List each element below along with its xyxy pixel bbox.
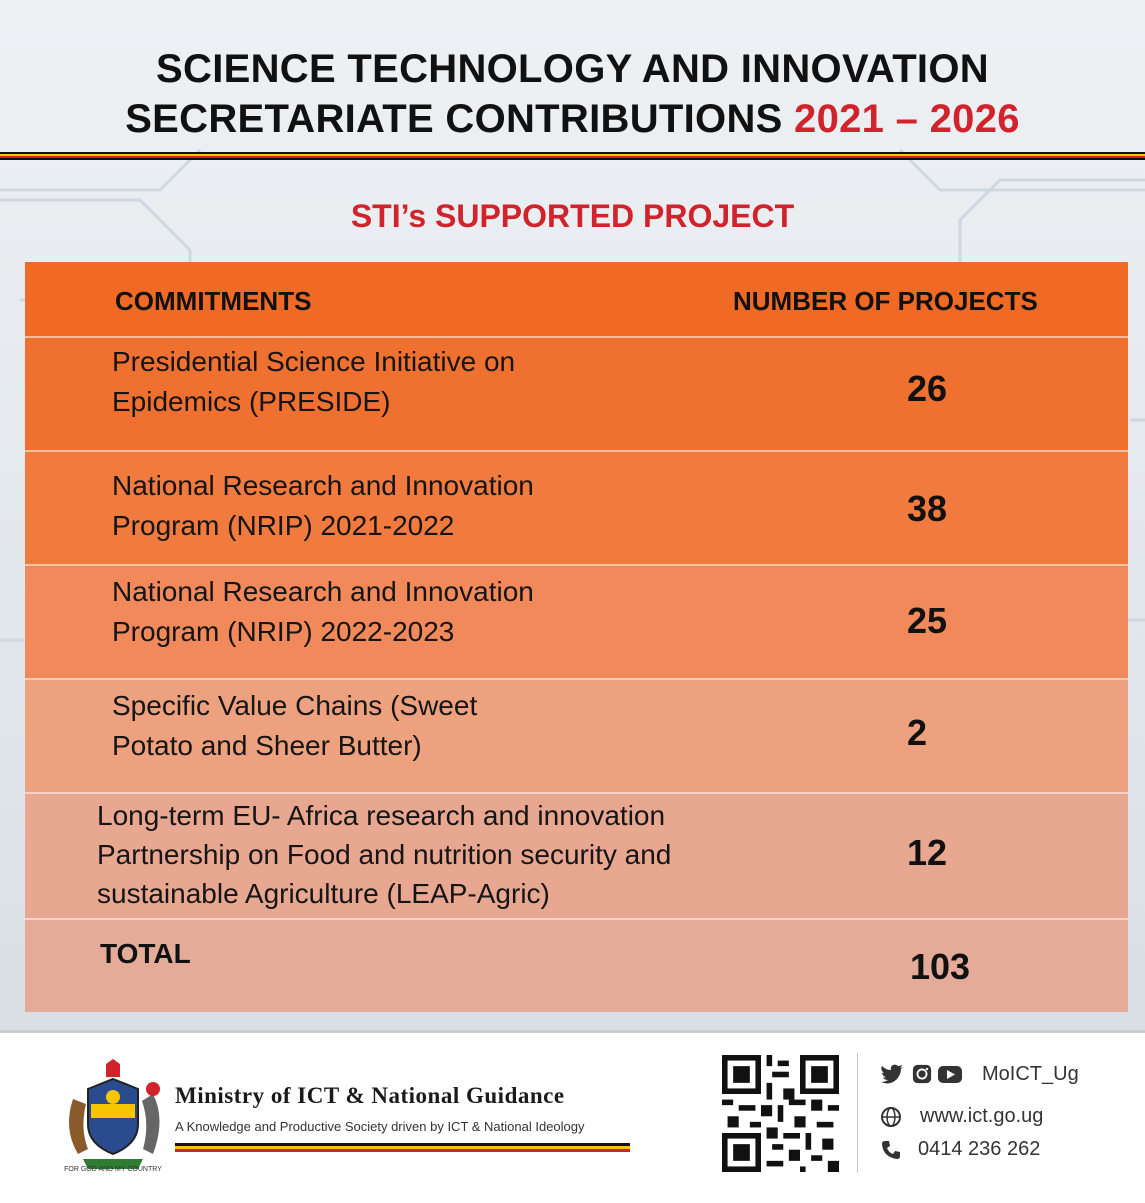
table-total-row: TOTAL 103	[25, 920, 1128, 1012]
row-commitment: Long-term EU- Africa research and innova…	[97, 796, 671, 913]
globe-icon	[881, 1107, 901, 1127]
row-commitment-line-1: Presidential Science Initiative on	[112, 346, 516, 377]
website-link[interactable]: www.ict.go.ug	[920, 1105, 1044, 1127]
flag-stripe-top	[0, 152, 1145, 160]
row-commitment: National Research and Innovation Program…	[112, 572, 534, 652]
coat-of-arms-icon	[69, 1059, 160, 1169]
row-commitment-line-1: National Research and Innovation	[112, 470, 534, 501]
row-value: 26	[907, 368, 948, 409]
table-row: Specific Value Chains (Sweet Potato and …	[25, 680, 1128, 794]
projects-table: COMMITMENTS NUMBER OF PROJECTS President…	[25, 262, 1128, 1012]
footer-divider	[857, 1053, 858, 1173]
twitter-icon[interactable]	[880, 1064, 904, 1084]
row-value: 25	[907, 600, 948, 641]
row-commitment-line-2: Potato and Sheer Butter)	[112, 730, 422, 761]
ministry-name: Ministry of ICT & National Guidance	[175, 1083, 565, 1108]
social-handle[interactable]: MoICT_Ug	[982, 1063, 1079, 1085]
flag-stripe-footer	[175, 1143, 630, 1152]
coat-motto: FOR GOD AND MY COUNTRY	[64, 1166, 162, 1173]
total-label: TOTAL	[100, 938, 191, 969]
title-line-1: SCIENCE TECHNOLOGY AND INNOVATION	[156, 47, 989, 91]
section-subtitle: STI’s SUPPORTED PROJECT	[350, 198, 795, 234]
phone-icon	[882, 1141, 900, 1159]
row-commitment-line-1: Specific Value Chains (Sweet	[112, 690, 478, 721]
row-commitment-line-2: Epidemics (PRESIDE)	[112, 386, 391, 417]
row-commitment: National Research and Innovation Program…	[112, 466, 534, 546]
table-header: COMMITMENTS NUMBER OF PROJECTS	[25, 262, 1128, 338]
table-row: National Research and Innovation Program…	[25, 452, 1128, 566]
title-line-2: SECRETARIATE CONTRIBUTIONS 2021 – 2026	[0, 94, 1145, 144]
total-value: 103	[910, 946, 971, 987]
column-header-commitments: COMMITMENTS	[115, 286, 312, 316]
row-commitment: Presidential Science Initiative on Epide…	[112, 342, 515, 422]
column-header-projects: NUMBER OF PROJECTS	[733, 286, 1038, 316]
phone-number[interactable]: 0414 236 262	[918, 1138, 1041, 1160]
row-value: 2	[907, 712, 928, 753]
qr-code-icon[interactable]	[722, 1055, 839, 1172]
row-commitment-line-2: Program (NRIP) 2021-2022	[112, 510, 455, 541]
footer: FOR GOD AND MY COUNTRY Ministry of ICT &…	[0, 1030, 1145, 1203]
row-commitment-line-1: Long-term EU- Africa research and innova…	[97, 800, 666, 831]
row-commitment: Specific Value Chains (Sweet Potato and …	[112, 686, 477, 766]
title-years: 2021 – 2026	[794, 97, 1020, 141]
instagram-icon[interactable]	[911, 1064, 933, 1084]
row-commitment-line-3: sustainable Agriculture (LEAP-Agric)	[97, 878, 550, 909]
row-value: 38	[907, 488, 948, 529]
row-value: 12	[907, 832, 948, 873]
row-commitment-line-2: Program (NRIP) 2022-2023	[112, 616, 455, 647]
table-row: Long-term EU- Africa research and innova…	[25, 794, 1128, 920]
ministry-tagline: A Knowledge and Productive Society drive…	[175, 1119, 585, 1134]
youtube-icon[interactable]	[938, 1066, 962, 1083]
row-commitment-line-2: Partnership on Food and nutrition securi…	[97, 839, 672, 870]
title-line-2-text: SECRETARIATE CONTRIBUTIONS	[125, 97, 783, 141]
table-row: Presidential Science Initiative on Epide…	[25, 338, 1128, 452]
page-title: SCIENCE TECHNOLOGY AND INNOVATION SECRET…	[0, 44, 1145, 144]
row-commitment-line-1: National Research and Innovation	[112, 576, 534, 607]
table-row: National Research and Innovation Program…	[25, 566, 1128, 680]
